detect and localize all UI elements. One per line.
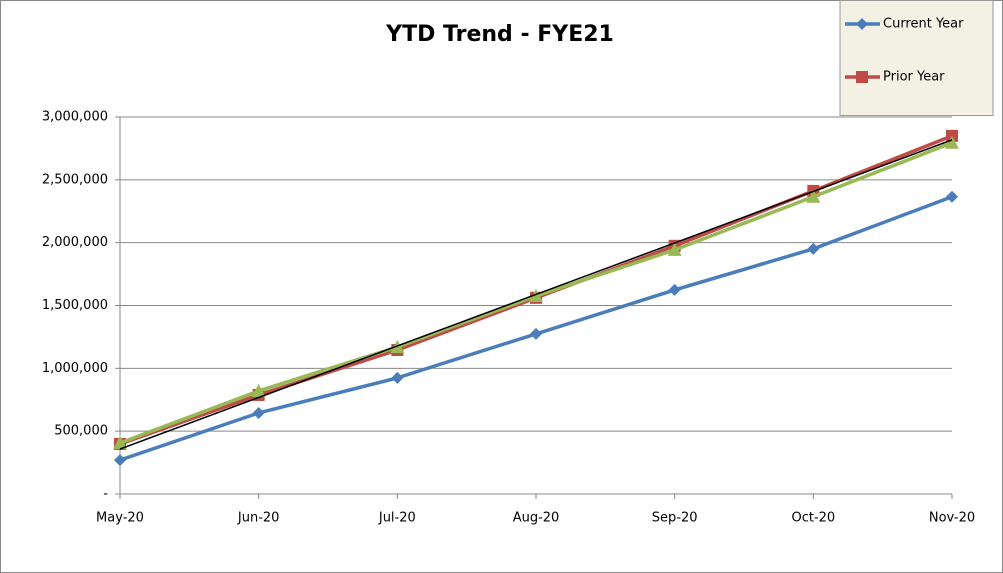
legend-marker [856, 18, 868, 30]
x-tick-label: Jul-20 [378, 511, 416, 526]
data-point [806, 189, 821, 203]
x-tick-label: Nov-20 [929, 511, 975, 526]
data-point [113, 435, 127, 449]
data-point [946, 190, 958, 203]
y-tick-label: 1,000,000 [42, 361, 108, 376]
data-point [529, 288, 543, 302]
data-point [391, 371, 404, 384]
data-point [530, 327, 542, 340]
x-tick-label: Jun-20 [237, 511, 280, 526]
legend-label: Prior Year [883, 70, 945, 85]
y-tick-label: - [103, 487, 108, 502]
x-tick-label: Oct-20 [791, 511, 835, 526]
data-point [668, 283, 681, 296]
data-point [114, 454, 126, 467]
x-tick-label: May-20 [96, 511, 144, 526]
legend-box [839, 0, 994, 116]
data-point [667, 242, 682, 256]
y-tick-label: 2,500,000 [42, 172, 108, 187]
x-tick-label: Aug-20 [513, 511, 560, 526]
y-tick-label: 500,000 [54, 424, 108, 439]
data-point [807, 242, 820, 255]
y-tick-label: 3,000,000 [42, 110, 108, 125]
chart-title: YTD Trend - FYE21 [385, 22, 614, 47]
legend-marker [856, 71, 868, 83]
data-point [251, 383, 266, 397]
y-tick-label: 2,000,000 [42, 235, 108, 250]
x-tick-label: Sep-20 [652, 511, 698, 526]
series-line [119, 139, 953, 450]
data-point [252, 406, 265, 419]
data-point [945, 135, 959, 149]
legend-label: Current Year [883, 17, 964, 32]
y-tick-label: 1,500,000 [42, 298, 108, 313]
